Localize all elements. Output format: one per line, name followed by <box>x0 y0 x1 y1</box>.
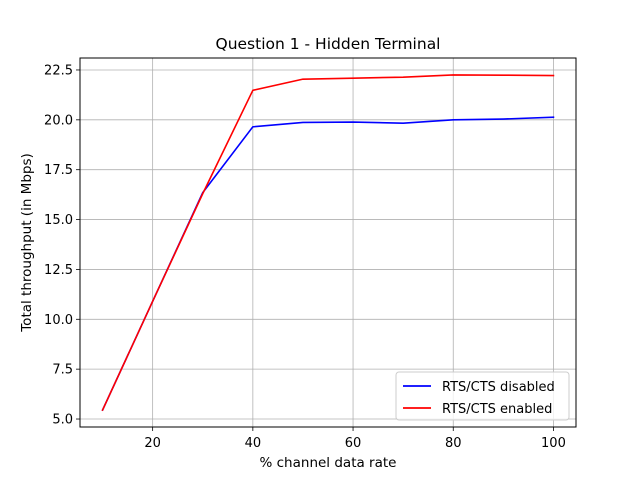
y-tick-label-20: 20.0 <box>44 113 73 128</box>
series-line-rts-cts-enabled <box>101 74 555 412</box>
legend-box <box>395 371 570 421</box>
x-axis-title: % channel data rate <box>260 455 397 471</box>
y-tick-label-15: 15.0 <box>44 213 73 228</box>
grid-lines <box>80 58 576 427</box>
axis-ticks: 20 40 60 80 100 5.0 7.5 10.0 12.5 15.0 17.5 20.0 22.… <box>44 63 566 451</box>
y-tick-label-22-5: 22.5 <box>44 63 73 78</box>
series-lines <box>101 74 555 412</box>
y-tick-label-17-5: 17.5 <box>44 163 73 178</box>
x-tick-label-60: 60 <box>345 436 362 451</box>
x-tick-label-40: 40 <box>245 436 262 451</box>
y-tick-label-12-5: 12.5 <box>44 263 73 278</box>
y-tick-label-7-5: 7.5 <box>52 363 73 378</box>
x-tick-label-100: 100 <box>541 436 566 451</box>
chart-title: Question 1 - Hidden Terminal <box>216 35 441 53</box>
plot-area-frame <box>79 57 577 428</box>
y-tick-label-5: 5.0 <box>52 413 73 428</box>
x-tick-label-80: 80 <box>445 436 462 451</box>
y-axis-title: Total throughput (in Mbps) <box>19 153 35 333</box>
y-tick-label-10: 10.0 <box>44 313 73 328</box>
legend-label-rts-cts-disabled: RTS/CTS disabled <box>442 380 555 395</box>
x-tick-label-20: 20 <box>144 436 161 451</box>
legend: RTS/CTS disabled RTS/CTS enabled <box>395 371 570 421</box>
legend-label-rts-cts-enabled: RTS/CTS enabled <box>442 402 552 417</box>
